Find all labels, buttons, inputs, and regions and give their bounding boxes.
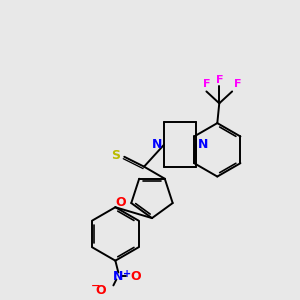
Text: F: F: [234, 80, 242, 89]
Text: O: O: [130, 270, 141, 283]
Text: N: N: [152, 138, 162, 152]
Text: S: S: [111, 149, 120, 162]
Text: +: +: [123, 268, 131, 278]
Text: O: O: [116, 196, 126, 208]
Text: O: O: [96, 284, 106, 297]
Text: N: N: [197, 138, 208, 152]
Text: F: F: [215, 74, 223, 85]
Text: N: N: [113, 270, 124, 283]
Text: −: −: [91, 280, 101, 290]
Text: F: F: [203, 80, 210, 89]
